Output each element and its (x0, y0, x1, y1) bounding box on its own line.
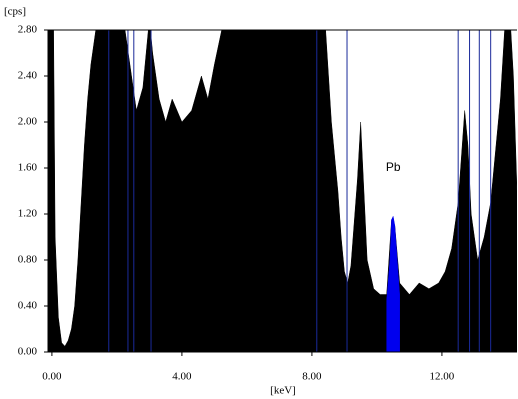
plot-area (48, 30, 517, 352)
y-tick-label: 0.80 (18, 254, 38, 266)
x-tick-label: 8.00 (302, 371, 322, 383)
y-tick-label: 1.60 (18, 162, 38, 174)
spectrum (386, 215, 400, 352)
x-tick-label: 4.00 (172, 371, 192, 383)
x-tick-label: 12.00 (430, 371, 455, 383)
region-label: F (252, 34, 259, 48)
x-axis-label: [keV] (270, 385, 296, 397)
y-axis-label: [cps] (4, 6, 26, 18)
y-tick-label: 0.40 (18, 300, 38, 312)
y-tick-label: 2.80 (18, 24, 38, 36)
peak-label: Pb (386, 160, 401, 174)
region-label: N (288, 34, 297, 48)
y-tick-label: 2.40 (18, 70, 38, 82)
y-tick-label: 1.20 (18, 208, 38, 220)
y-tick-label: 0.00 (18, 346, 38, 358)
y-tick-label: 2.00 (18, 116, 38, 128)
x-tick-label: 0.00 (42, 371, 62, 383)
spectrum (48, 30, 517, 352)
